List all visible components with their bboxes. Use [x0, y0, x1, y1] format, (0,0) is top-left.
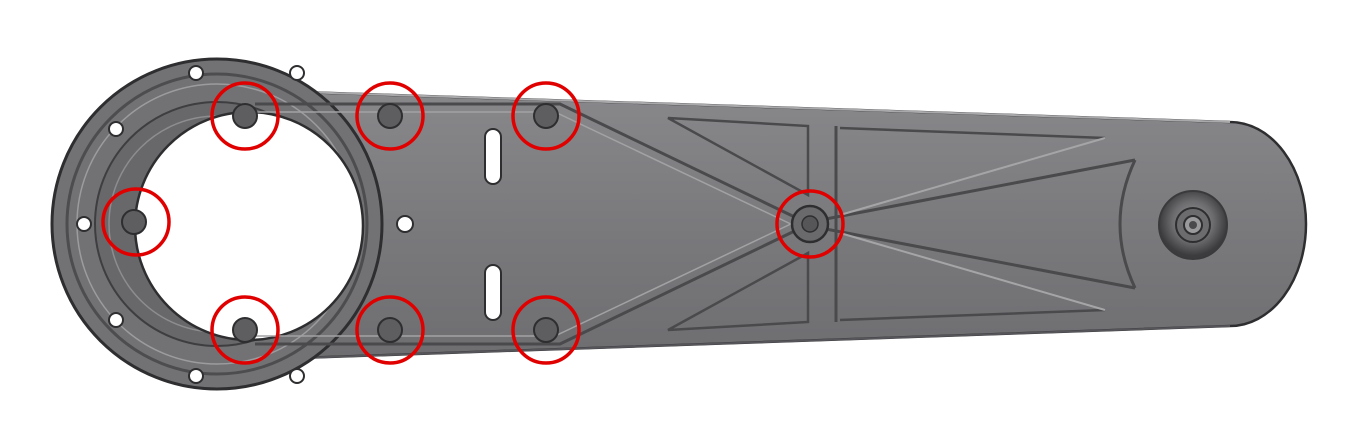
marker-left	[101, 187, 171, 257]
mounting-bosses	[121, 103, 830, 343]
end-boss	[1158, 190, 1228, 260]
marker-center-node	[775, 189, 845, 259]
ring-bolt-holes	[76, 65, 305, 384]
marker-top-right	[511, 81, 581, 151]
annotation-markers	[101, 81, 845, 365]
marker-bottom-right	[511, 295, 581, 365]
marker-bottom-left	[210, 295, 280, 365]
ring-flange	[50, 57, 384, 391]
marker-bottom-middle	[355, 295, 425, 365]
marker-top-left	[210, 81, 280, 151]
plate-slots	[396, 128, 502, 321]
truss-ribs	[667, 116, 1137, 332]
marker-top-middle	[355, 81, 425, 151]
